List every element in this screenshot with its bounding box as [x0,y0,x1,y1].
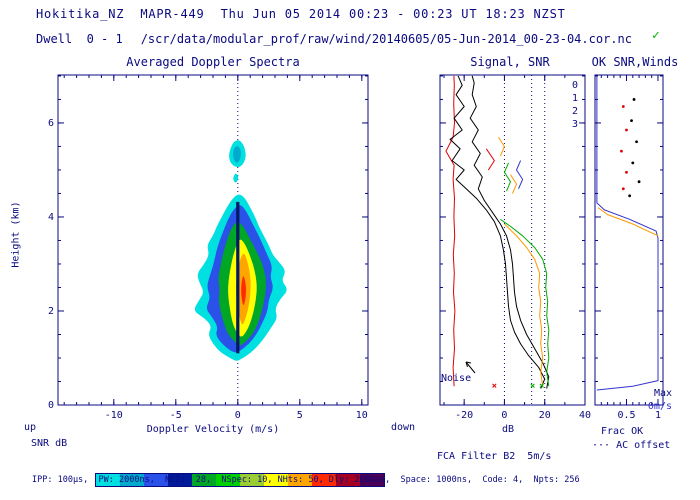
svg-text:40: 40 [579,410,591,420]
colorbar: -2-1012357101520 [95,435,385,500]
colorbar-cell [360,474,384,486]
svg-text:6: 6 [48,118,54,129]
colorbar-cell [240,474,264,486]
dwell-line: Dwell 0 - 1/scr/data/modular_prof/raw/wi… [36,32,632,46]
svg-text:0: 0 [48,400,54,411]
svg-text:×: × [539,381,544,391]
colorbar-cell [96,474,120,486]
svg-text:2: 2 [572,106,578,117]
fracok-title: OK SNR,Winds [591,55,679,69]
max-label: Max [653,388,672,399]
svg-text:-20: -20 [455,410,473,420]
noise-label: Noise [441,373,472,384]
svg-text:0: 0 [235,410,241,420]
svg-text:1: 1 [655,410,661,420]
svg-text:-10: -10 [105,410,123,420]
svg-text:0.5: 0.5 [617,410,635,420]
colorbar-cell [144,474,168,486]
colorbar-cell [168,474,192,486]
colorbar-cell [312,474,336,486]
ac-offset-legend: ··· AC offset [592,440,671,451]
dwell-label: Dwell 0 - 1 [36,32,123,46]
colorbar-cell [288,474,312,486]
doppler-axis-label: Doppler Velocity (m/s) [146,424,280,435]
colorbar-cell [120,474,144,486]
down-label: down [391,422,416,433]
svg-text:-5: -5 [170,410,182,420]
svg-text:5: 5 [297,410,303,420]
colorbar-cell [216,474,240,486]
svg-text:1: 1 [572,93,578,104]
colorbar-cell [336,474,360,486]
svg-text:×: × [530,381,535,391]
max-wind-value: 0m/s [647,401,672,412]
svg-text:3: 3 [572,119,578,130]
svg-text:20: 20 [539,410,551,420]
spectra-title: Averaged Doppler Spectra [126,55,300,69]
signal-snr-plot: × × × 0 1 2 3 -20 0 20 40 [439,74,591,420]
colorbar-cell [192,474,216,486]
fracok-axis-label: Frac OK [601,426,644,437]
status-check-icon: ✓ [652,28,660,43]
colorbar-title: SNR dB [31,438,68,449]
signal-title: Signal, SNR [470,55,550,69]
db-axis-label: dB [501,424,515,435]
svg-text:10: 10 [356,410,368,420]
header-title: Hokitika_NZ MAPR-449 Thu Jun 05 2014 00:… [36,7,566,21]
svg-text:0: 0 [501,410,507,420]
fca-filter-label: FCA Filter B2 5m/s [437,451,552,462]
colorbar-cell [264,474,288,486]
svg-text:0: 0 [572,80,578,91]
svg-text:2: 2 [48,306,54,317]
svg-text:4: 4 [48,212,54,223]
height-axis-label: Height (km) [10,201,22,268]
fracok-plot: 0.5 1 [594,74,664,420]
spectra-plot: -10 -5 0 5 10 0 2 4 6 [48,74,369,420]
file-path: /scr/data/modular_prof/raw/wind/20140605… [140,32,632,46]
settings-line: IPP: 100µs, PW: 2000ns, NCI: 28, NSpec: … [32,475,580,485]
up-label: up [24,422,37,433]
svg-text:×: × [492,381,497,391]
